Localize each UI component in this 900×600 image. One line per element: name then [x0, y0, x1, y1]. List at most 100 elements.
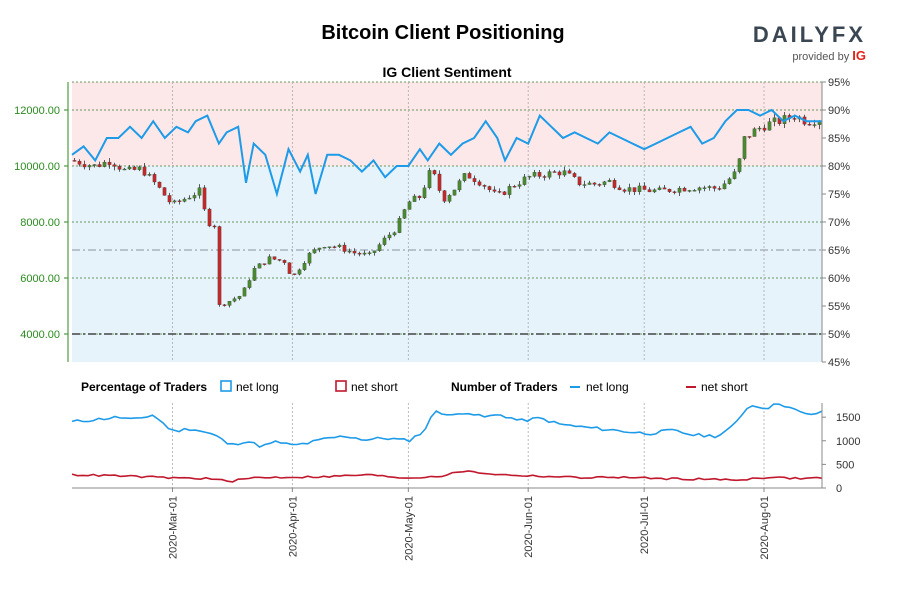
legend: Percentage of Traders net long net short Nu…: [81, 380, 748, 394]
candle: [682, 186, 687, 192]
candle-body: [187, 197, 192, 200]
candle-body: [792, 118, 797, 120]
candle-body: [807, 124, 812, 126]
candle-body: [387, 234, 392, 239]
candle: [732, 168, 737, 180]
candle: [382, 235, 387, 247]
candle-body: [657, 187, 662, 190]
candle-body: [297, 269, 302, 275]
candle-body: [87, 165, 92, 168]
candle-body: [672, 191, 677, 193]
candle: [627, 183, 632, 195]
candle-body: [517, 184, 522, 187]
candle-body: [367, 252, 372, 254]
candle: [87, 164, 92, 171]
candle-body: [707, 186, 712, 188]
candle: [117, 164, 122, 172]
candle-body: [737, 158, 742, 172]
candle-body: [772, 117, 777, 122]
candle: [217, 225, 222, 307]
candle: [737, 158, 742, 174]
candle: [507, 183, 512, 199]
candle-body: [732, 171, 737, 179]
candle-body: [567, 170, 572, 174]
candle: [112, 162, 117, 171]
candle: [367, 250, 372, 256]
candle-body: [767, 121, 772, 131]
candle: [77, 159, 82, 167]
candle-body: [702, 187, 707, 189]
candle-body: [262, 263, 267, 265]
candle-body: [812, 124, 817, 126]
candle-body: [632, 187, 637, 192]
candle: [427, 167, 432, 190]
candle-body: [207, 208, 212, 227]
candle: [192, 192, 197, 202]
candle-body: [447, 195, 452, 202]
price-tick-label: 12000.00: [14, 105, 60, 117]
candle-body: [552, 171, 557, 173]
candle: [417, 195, 422, 201]
candle-body: [97, 164, 102, 167]
candle: [387, 232, 392, 241]
candle: [127, 165, 132, 170]
candle-body: [237, 296, 242, 299]
candle: [432, 169, 437, 176]
candle-body: [392, 232, 397, 236]
candle: [482, 184, 487, 190]
candle: [632, 187, 637, 196]
candle: [492, 186, 497, 193]
candle: [457, 178, 462, 193]
candle: [567, 168, 572, 174]
candle-body: [487, 186, 492, 190]
candle: [182, 197, 187, 203]
candle-body: [577, 176, 582, 186]
candle: [637, 182, 642, 195]
candle: [252, 265, 257, 282]
candle-body: [102, 161, 107, 167]
candle-body: [507, 186, 512, 195]
legend-count-short-label: net short: [701, 380, 748, 394]
candle: [447, 193, 452, 204]
candle-body: [137, 166, 142, 170]
candle: [102, 160, 107, 168]
candle: [202, 185, 207, 212]
candle-body: [427, 170, 432, 189]
candle: [722, 180, 727, 190]
percent-tick-label: 70%: [828, 217, 850, 229]
candle-body: [722, 183, 727, 190]
candle-body: [212, 225, 217, 228]
candle-body: [492, 189, 497, 192]
candle: [337, 243, 342, 249]
chart-subtitle: IG Client Sentiment: [382, 64, 512, 80]
candle-body: [682, 187, 687, 192]
candle: [302, 261, 307, 271]
candle: [757, 125, 762, 132]
percent-net-long-series: [71, 108, 822, 198]
candle: [752, 127, 757, 137]
candle: [177, 199, 182, 205]
price-candles: [72, 111, 822, 308]
candle: [212, 224, 217, 229]
candle: [547, 169, 552, 180]
candle: [692, 189, 697, 192]
brand-provider: provided by IG: [753, 48, 866, 63]
legend-net-short-label: net short: [351, 380, 398, 394]
candle-body: [347, 250, 352, 253]
candle-body: [362, 252, 367, 255]
candle-body: [687, 190, 692, 192]
candle: [262, 263, 267, 266]
candle-body: [222, 304, 227, 306]
price-tick-label: 8000.00: [20, 217, 60, 229]
candle: [162, 187, 167, 196]
candle-body: [452, 189, 457, 196]
candle: [552, 169, 557, 173]
candle: [532, 169, 537, 178]
candle-body: [527, 176, 532, 178]
candle-body: [242, 287, 247, 297]
candle-body: [587, 182, 592, 185]
candle: [517, 181, 522, 189]
candle: [602, 180, 607, 187]
candle-body: [372, 250, 377, 253]
candle: [612, 178, 617, 190]
